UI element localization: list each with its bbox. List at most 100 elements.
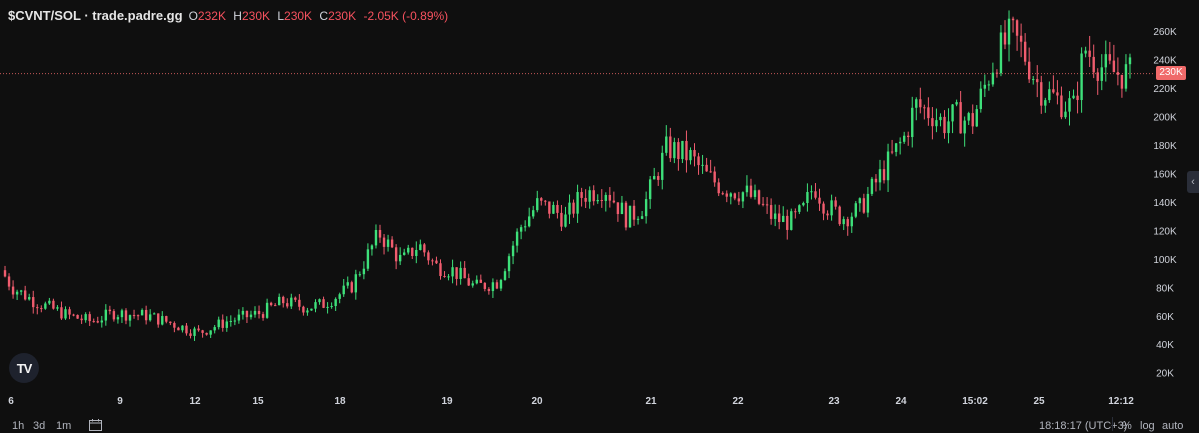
- candle-body: [431, 260, 434, 262]
- candle-body: [830, 200, 833, 216]
- candle-body: [181, 325, 184, 331]
- candle-body: [979, 88, 982, 110]
- y-tick-label: 80K: [1156, 283, 1174, 294]
- x-tick-label: 23: [828, 396, 840, 407]
- candle-body: [326, 306, 329, 308]
- y-tick-label: 20K: [1156, 369, 1174, 380]
- auto-scale-button[interactable]: auto: [1162, 420, 1184, 432]
- symbol-title[interactable]: $CVNT/SOL · trade.padre.gg: [8, 8, 183, 23]
- candle-body: [390, 239, 394, 248]
- y-tick-label: 160K: [1153, 169, 1177, 180]
- candle-body: [596, 200, 599, 202]
- candle-body: [902, 135, 906, 142]
- candle-body: [153, 313, 156, 315]
- candle-body: [52, 300, 55, 309]
- candle-body: [685, 140, 688, 161]
- timeframe-1h-button[interactable]: 1h: [12, 420, 25, 432]
- candle-body: [36, 307, 39, 309]
- candle-body: [378, 229, 382, 238]
- candle-body: [342, 285, 345, 295]
- candle-body: [681, 140, 684, 160]
- candle-body: [955, 102, 958, 105]
- candle-body: [669, 136, 672, 159]
- candle-body: [995, 72, 999, 74]
- y-tick-label: 260K: [1153, 27, 1177, 38]
- candle-body: [677, 142, 680, 160]
- candle-body: [532, 210, 535, 217]
- candle-body: [777, 213, 781, 223]
- candle-body: [640, 216, 644, 219]
- candle-body: [548, 201, 551, 214]
- candle-body: [713, 171, 716, 183]
- candle-body: [794, 211, 797, 213]
- candle-body: [737, 198, 741, 202]
- candle-body: [987, 84, 991, 86]
- candle-body: [648, 179, 652, 200]
- candle-body: [818, 197, 821, 204]
- clock-readout[interactable]: 18:18:17 (UTC+3): [1039, 420, 1128, 432]
- candle-body: [88, 314, 91, 322]
- candle-body: [878, 169, 882, 183]
- candle-body: [540, 198, 543, 201]
- candle-body: [273, 305, 277, 307]
- close-value: 230K: [328, 9, 357, 23]
- candle-body: [1052, 89, 1055, 93]
- candle-body: [733, 193, 737, 199]
- candle-body: [527, 216, 531, 227]
- candle-body: [278, 296, 281, 306]
- candle-body: [366, 249, 370, 269]
- candle-body: [237, 314, 241, 321]
- candle-body: [652, 176, 656, 180]
- timeframe-3d-button[interactable]: 3d: [33, 420, 46, 432]
- candle-body: [915, 99, 918, 108]
- tradingview-logo-icon[interactable]: TV: [9, 353, 39, 383]
- candle-body: [128, 315, 132, 321]
- candle-body: [23, 290, 27, 300]
- x-tick-label: 12:12: [1108, 396, 1134, 407]
- candle-body: [1112, 60, 1116, 73]
- candle-body: [394, 247, 398, 262]
- percent-scale-button[interactable]: %: [1122, 420, 1132, 432]
- candle-body: [866, 193, 870, 213]
- candle-body: [298, 299, 301, 307]
- calendar-icon[interactable]: [89, 419, 102, 431]
- candle-body: [911, 107, 914, 138]
- close-label: C: [319, 9, 329, 23]
- candle-body: [306, 310, 309, 313]
- candle-body: [475, 279, 478, 284]
- candle-body: [576, 192, 579, 214]
- candle-body: [721, 193, 724, 195]
- candle-body: [402, 252, 406, 255]
- candle-body: [197, 328, 200, 331]
- candle-body: [350, 282, 353, 293]
- candle-body: [1120, 74, 1124, 89]
- candle-body: [132, 315, 136, 317]
- candle-body: [890, 151, 894, 153]
- candle-body: [1084, 50, 1087, 54]
- candle-body: [1128, 57, 1132, 65]
- high-value: 230K: [241, 9, 270, 23]
- x-tick-label: 20: [531, 396, 543, 407]
- collapse-panel-button[interactable]: ‹: [1187, 171, 1199, 193]
- candle-body: [189, 333, 192, 336]
- candle-body: [519, 227, 523, 232]
- candle-body: [439, 263, 442, 277]
- candle-body: [28, 297, 31, 300]
- candle-body: [846, 219, 849, 227]
- candle-body: [1096, 72, 1099, 81]
- candle-body: [1003, 32, 1007, 45]
- candle-body: [19, 290, 23, 292]
- candle-body: [935, 120, 938, 127]
- candle-body: [487, 288, 491, 292]
- candle-body: [322, 299, 325, 308]
- log-scale-button[interactable]: log: [1140, 420, 1155, 432]
- x-tick-label: 22: [732, 396, 744, 407]
- candle-body: [225, 321, 228, 328]
- candle-body: [40, 308, 43, 310]
- timeframe-1m-button[interactable]: 1m: [56, 420, 72, 432]
- candle-body: [80, 318, 83, 321]
- candle-body: [1032, 79, 1035, 81]
- candle-body: [201, 330, 204, 333]
